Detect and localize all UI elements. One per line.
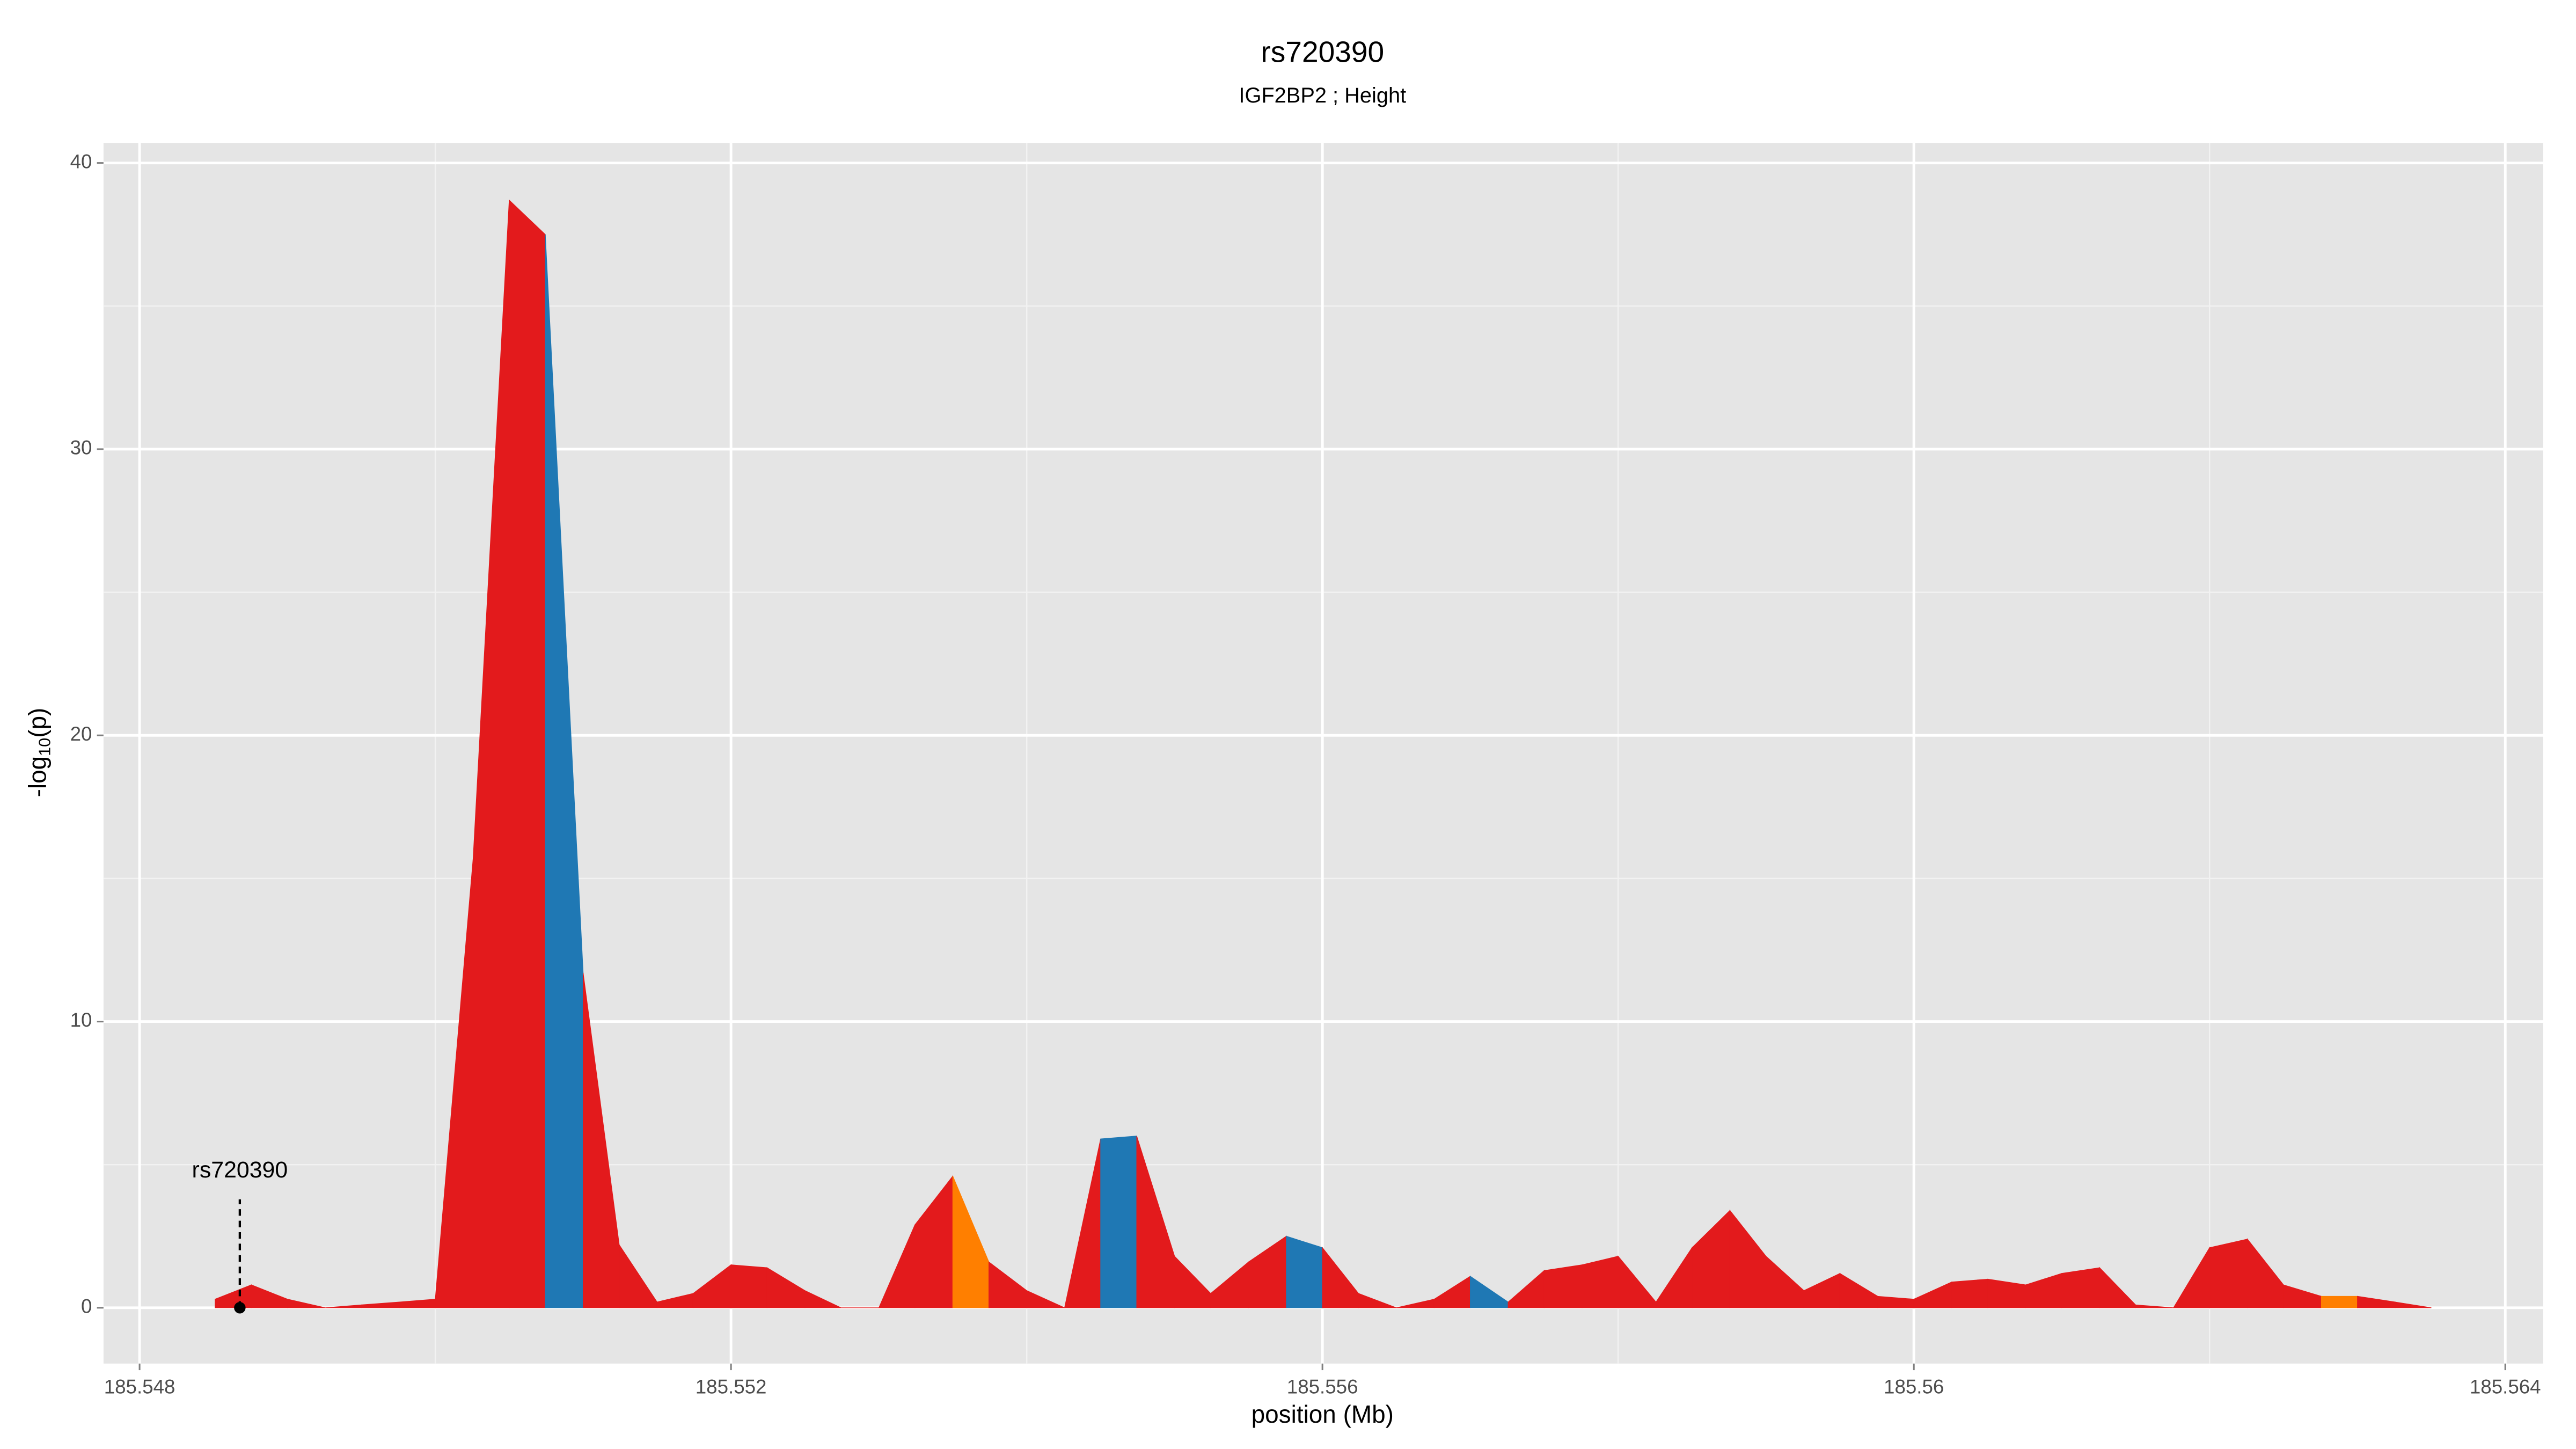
y-label-part: (p) [24, 708, 52, 738]
y-label-sub: 10 [36, 738, 54, 756]
annotation-point [234, 1302, 246, 1314]
marks [215, 199, 2432, 1308]
area-segment [804, 1290, 841, 1308]
x-tick-label: 185.556 [1287, 1375, 1358, 1397]
chart-title: rs720390 [1261, 35, 1384, 69]
area-segment [1286, 1235, 1323, 1308]
area-segment [2321, 1296, 2358, 1308]
y-axis-label: -log10(p) [24, 708, 54, 797]
y-tick-label: 0 [81, 1296, 92, 1318]
area-segment [730, 1264, 767, 1308]
area-segment [2061, 1267, 2100, 1308]
area-segment [1582, 1256, 1619, 1308]
x-tick-label: 185.56 [1884, 1375, 1944, 1397]
area-segment [1543, 1264, 1583, 1308]
area-segment [1358, 1293, 1397, 1308]
area-segment [1100, 1136, 1137, 1308]
x-tick-label: 185.548 [104, 1375, 175, 1397]
chart-subtitle: IGF2BP2 ; Height [1239, 84, 1406, 107]
area-segment [2135, 1304, 2174, 1308]
area-segment [1026, 1290, 1065, 1308]
x-axis-label: position (Mb) [1252, 1400, 1394, 1428]
area-segment [509, 199, 546, 1308]
x-tick-label: 185.552 [696, 1375, 767, 1397]
y-tick-label: 10 [70, 1009, 92, 1031]
area-segment [1951, 1278, 1988, 1308]
area-segment [287, 1299, 326, 1308]
y-tick-label: 20 [70, 723, 92, 745]
y-tick-label: 40 [70, 150, 92, 172]
annotation-label: rs720390 [192, 1157, 288, 1183]
y-label-part: -log [24, 756, 52, 797]
area-segment [2395, 1301, 2432, 1308]
y-tick-label: 30 [70, 437, 92, 459]
area-segment [2209, 1239, 2248, 1308]
x-tick-label: 185.564 [2470, 1375, 2541, 1397]
